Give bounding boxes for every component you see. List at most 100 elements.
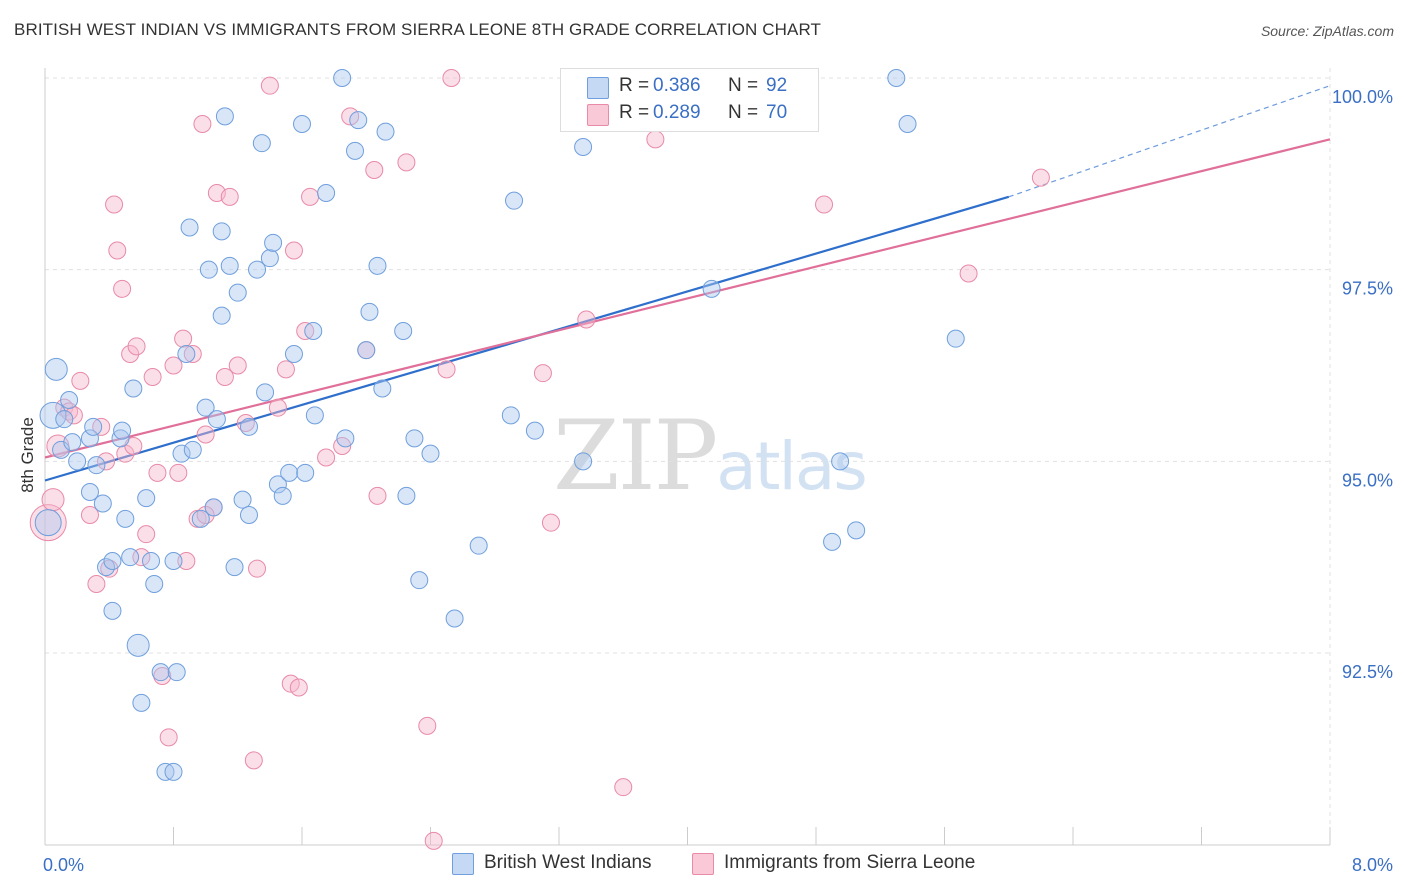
series-label: Immigrants from Sierra Leone (724, 852, 976, 873)
point-british-west-indians (284, 345, 303, 363)
point-british-west-indians (103, 601, 122, 620)
point-sierra-leone (959, 264, 978, 283)
point-sierra-leone (284, 241, 303, 260)
point-british-west-indians (68, 452, 87, 471)
legend-swatch-pink (587, 104, 609, 126)
point-british-west-indians (142, 552, 161, 570)
point-sierra-leone (183, 345, 202, 363)
point-british-west-indians (273, 486, 292, 505)
point-british-west-indians (111, 429, 130, 448)
watermark: ZIPatlas (553, 400, 868, 512)
point-british-west-indians (280, 463, 299, 482)
point-british-west-indians (373, 379, 392, 398)
point-british-west-indians (394, 322, 413, 340)
point-british-west-indians (124, 379, 143, 398)
point-british-west-indians (80, 429, 99, 448)
watermark-atlas: atlas (716, 428, 867, 505)
point-sierra-leone (248, 559, 267, 578)
trend-line-pink (44, 138, 1331, 459)
point-british-west-indians (196, 398, 215, 417)
point-sierra-leone (268, 398, 287, 417)
point-british-west-indians (268, 475, 287, 494)
point-sierra-leone (533, 364, 552, 383)
point-british-west-indians (63, 433, 82, 452)
point-british-west-indians (946, 329, 965, 348)
point-british-west-indians (172, 444, 191, 463)
y-tick-label: 92.5% (1342, 662, 1393, 682)
point-british-west-indians (368, 256, 387, 275)
point-sierra-leone (418, 716, 437, 735)
point-sierra-leone (80, 506, 99, 524)
point-sierra-leone (97, 452, 116, 471)
point-sierra-leone (541, 513, 560, 532)
point-sierra-leone (113, 279, 132, 298)
y-axis-label: 8th Grade (18, 417, 37, 493)
series-label: British West Indians (484, 852, 652, 873)
point-british-west-indians (376, 122, 395, 141)
point-sierra-leone (143, 368, 162, 386)
point-sierra-leone (148, 463, 167, 482)
point-sierra-leone (121, 345, 140, 363)
point-british-west-indians (357, 341, 376, 360)
point-sierra-leone (1031, 168, 1050, 187)
point-british-west-indians (113, 421, 132, 440)
point-sierra-leone (41, 488, 65, 512)
point-british-west-indians (501, 406, 520, 425)
point-british-west-indians (228, 283, 247, 302)
axes (44, 68, 1331, 846)
point-sierra-leone (397, 153, 416, 172)
point-british-west-indians (898, 115, 917, 133)
grid-lines (45, 68, 1331, 845)
legend-n-label: N = (728, 102, 759, 123)
trend-lines (44, 85, 1331, 482)
point-british-west-indians (212, 306, 231, 325)
point-british-west-indians (252, 134, 271, 153)
point-british-west-indians (116, 509, 135, 528)
point-sierra-leone (815, 195, 834, 214)
point-sierra-leone (174, 329, 193, 348)
legend-r-value: 0.386 (653, 75, 701, 96)
point-sierra-leone (177, 552, 196, 570)
point-sierra-leone (424, 831, 443, 850)
point-british-west-indians (397, 486, 416, 505)
axis-labels: 92.5% 95.0% 97.5% 100.0% 0.0% 8.0% 8th Grade (18, 87, 1393, 875)
point-sierra-leone (244, 751, 263, 770)
legend-r-label: R = (619, 75, 650, 96)
point-british-west-indians (239, 417, 258, 436)
point-british-west-indians (256, 383, 275, 402)
point-sierra-leone (317, 448, 336, 467)
stats-legend: R = 0.386 N = 92 R = 0.289 N = 70 (560, 68, 819, 132)
trend-line-blue-extension (1008, 85, 1331, 198)
point-british-west-indians (44, 357, 68, 381)
source-credit: Source: ZipAtlas.com (1260, 23, 1394, 39)
point-british-west-indians (233, 490, 252, 509)
point-british-west-indians (574, 138, 593, 156)
y-tick-label: 100.0% (1332, 87, 1393, 107)
y-tick-label: 95.0% (1342, 470, 1393, 490)
point-british-west-indians (260, 249, 279, 268)
point-sierra-leone (137, 525, 156, 544)
point-british-west-indians (304, 322, 323, 340)
point-sierra-leone (577, 310, 596, 329)
point-sierra-leone (159, 728, 178, 747)
point-sierra-leone (301, 187, 320, 206)
point-sierra-leone (260, 76, 279, 95)
point-sierra-leone (220, 187, 239, 206)
legend-r-value: 0.289 (653, 102, 701, 123)
point-british-west-indians (296, 463, 315, 482)
point-british-west-indians (103, 552, 122, 570)
point-british-west-indians (167, 663, 186, 682)
point-british-west-indians (121, 548, 140, 567)
point-british-west-indians (151, 663, 170, 682)
point-sierra-leone (646, 130, 665, 149)
point-british-west-indians (823, 532, 842, 551)
point-british-west-indians (469, 536, 488, 555)
legend-n-label: N = (728, 75, 759, 96)
point-british-west-indians (212, 222, 231, 241)
point-british-west-indians (177, 345, 196, 363)
point-sierra-leone (164, 356, 183, 375)
point-british-west-indians (80, 483, 99, 501)
point-sierra-leone (365, 161, 384, 179)
legend-r-label: R = (619, 102, 650, 123)
point-british-west-indians (264, 233, 283, 252)
